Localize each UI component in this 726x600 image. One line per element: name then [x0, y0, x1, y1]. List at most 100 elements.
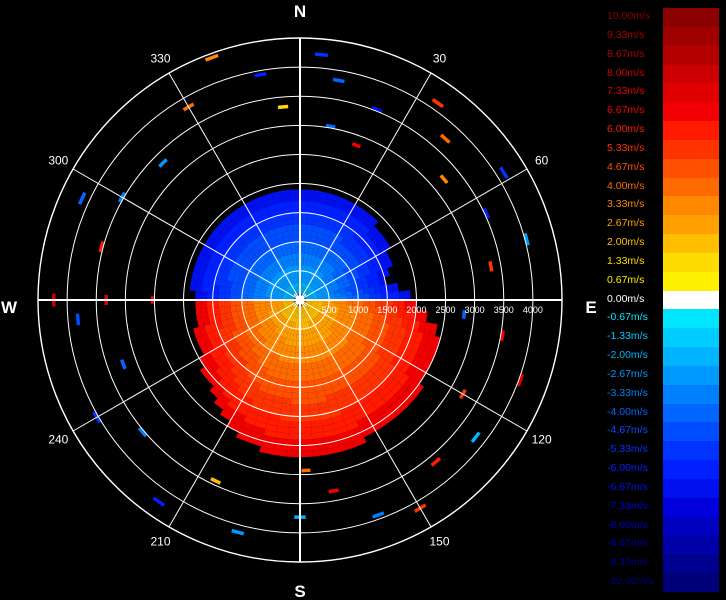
velocity-cell — [333, 420, 346, 430]
velocity-cell — [300, 340, 305, 347]
velocity-cell — [263, 279, 270, 286]
velocity-cell — [292, 322, 296, 329]
echo-cell — [328, 488, 340, 494]
velocity-cell — [300, 253, 305, 260]
velocity-cell — [283, 319, 289, 326]
echo-cell — [499, 330, 505, 342]
velocity-cell — [255, 310, 262, 316]
velocity-cell — [315, 290, 322, 295]
velocity-cell — [268, 322, 276, 329]
echo-cell — [254, 71, 267, 78]
velocity-cell — [410, 354, 422, 367]
velocity-cell — [273, 259, 280, 267]
azimuth-label: 150 — [429, 535, 449, 549]
velocity-cell — [206, 300, 213, 309]
velocity-cell — [421, 345, 432, 360]
velocity-cell — [273, 318, 280, 325]
velocity-cell — [230, 224, 241, 235]
velocity-cell — [325, 312, 332, 318]
velocity-cell — [269, 279, 277, 286]
colorbar-label: 8.00m/s — [607, 66, 645, 79]
velocity-cell — [264, 317, 272, 324]
velocity-cell — [343, 357, 353, 367]
velocity-cell — [243, 362, 254, 372]
velocity-cell — [338, 310, 345, 316]
velocity-cell — [319, 371, 328, 379]
velocity-cell — [311, 261, 318, 269]
velocity-cell — [287, 439, 300, 446]
velocity-cell — [307, 315, 312, 322]
velocity-cell — [352, 233, 362, 243]
colorbar-swatch — [663, 347, 719, 366]
velocity-cell — [381, 349, 391, 361]
velocity-cell — [314, 323, 321, 331]
velocity-cell — [241, 304, 249, 311]
velocity-cell — [325, 368, 335, 377]
velocity-cell — [308, 279, 314, 286]
colorbar-entry: 9.33m/s — [607, 26, 719, 46]
velocity-cell — [352, 357, 362, 367]
velocity-cell — [207, 307, 214, 317]
velocity-cell — [255, 284, 262, 290]
velocity-cell — [232, 375, 244, 386]
velocity-cell — [272, 239, 281, 248]
velocity-cell — [307, 286, 313, 292]
velocity-cell — [263, 429, 277, 438]
velocity-cell — [255, 389, 267, 399]
velocity-cell — [326, 320, 334, 327]
velocity-cell — [285, 218, 294, 226]
velocity-cell — [391, 308, 399, 318]
velocity-cell — [259, 306, 267, 311]
velocity-cell — [371, 378, 383, 390]
velocity-cell — [346, 214, 357, 224]
velocity-cell — [196, 272, 205, 283]
velocity-cell — [286, 332, 291, 340]
velocity-cell — [276, 335, 283, 343]
echo-cell — [516, 373, 525, 387]
velocity-cell — [398, 389, 412, 403]
velocity-cell — [325, 223, 335, 232]
velocity-cell — [309, 403, 320, 411]
velocity-cell — [273, 333, 280, 341]
velocity-cell — [319, 340, 327, 348]
velocity-cell — [426, 347, 437, 362]
velocity-cell — [307, 327, 312, 334]
velocity-cell — [204, 266, 213, 276]
velocity-cell — [293, 277, 297, 284]
velocity-cell — [350, 366, 360, 377]
velocity-cell — [266, 288, 273, 293]
velocity-cell — [294, 358, 300, 365]
velocity-cell — [260, 403, 272, 413]
velocity-cell — [311, 302, 318, 305]
colorbar-entry: 3.33m/s — [607, 196, 719, 216]
velocity-cell — [414, 369, 427, 384]
velocity-cell — [295, 311, 298, 318]
velocity-cell — [303, 277, 307, 284]
velocity-cell — [291, 392, 300, 399]
velocity-cell — [292, 316, 296, 323]
velocity-cell — [238, 315, 246, 322]
velocity-cell — [253, 291, 260, 297]
velocity-cell — [221, 272, 229, 281]
velocity-cell — [265, 305, 272, 310]
velocity-cell — [361, 281, 369, 289]
velocity-cell — [278, 307, 285, 312]
velocity-cell — [326, 285, 333, 291]
velocity-cell — [221, 389, 234, 401]
colorbar-entry: -10.00m/s — [607, 573, 719, 592]
colorbar-label: 7.33m/s — [607, 85, 645, 98]
colorbar-entry: -2.00m/s — [607, 347, 719, 366]
velocity-cell — [389, 398, 403, 412]
velocity-cell — [376, 346, 386, 357]
velocity-cell — [341, 345, 350, 354]
velocity-cell — [352, 204, 364, 215]
velocity-cell — [410, 341, 421, 355]
velocity-cell — [363, 305, 370, 313]
velocity-cell — [320, 309, 327, 315]
cardinal-west: W — [1, 298, 18, 317]
velocity-cell — [326, 328, 333, 336]
velocity-cell — [347, 317, 355, 325]
velocity-cell — [228, 209, 240, 220]
velocity-cell — [317, 264, 324, 272]
velocity-cell — [282, 311, 288, 317]
